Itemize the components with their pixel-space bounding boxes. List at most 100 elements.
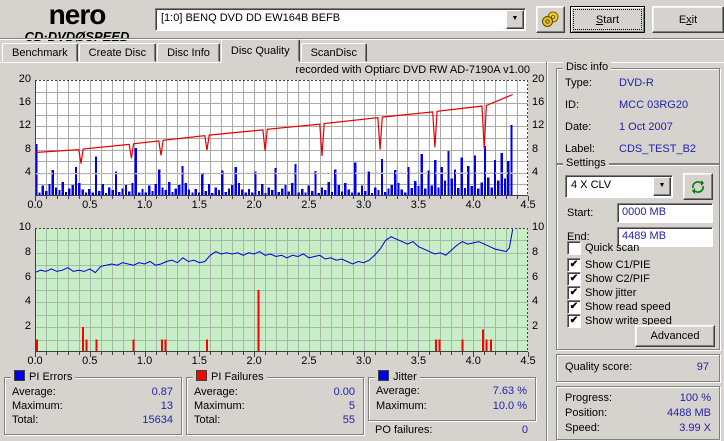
po-failures-label: PO failures: <box>375 424 433 436</box>
pi-errors-chart <box>34 80 529 201</box>
tab-disc-quality[interactable]: Disc Quality <box>220 39 300 62</box>
progress-label: Progress: <box>565 392 613 404</box>
disc-type-value: DVD-R <box>619 77 654 89</box>
eject-disc-button[interactable] <box>536 6 565 33</box>
discs-icon <box>542 11 559 27</box>
pie-total-value: 15634 <box>142 414 173 426</box>
checkbox-quick-scan[interactable] <box>567 241 581 255</box>
tab-disc-info[interactable]: Disc Info <box>157 43 220 62</box>
disc-label-label: Label: <box>565 143 595 155</box>
axis-tick-label: 2 <box>532 320 539 333</box>
refresh-icon <box>692 179 704 194</box>
position-label: Position: <box>565 407 608 419</box>
disc-date-label: Date: <box>565 121 592 133</box>
axis-tick-label: 16 <box>18 96 31 109</box>
axis-tick-label: 4.5 <box>520 199 536 211</box>
axis-tick-label: 10 <box>18 221 31 233</box>
advanced-button[interactable]: Advanced <box>635 325 715 347</box>
axis-tick-label: 8 <box>24 245 31 258</box>
logo-text-nero: nero <box>48 0 107 30</box>
pif-avg-label: Average: <box>194 386 238 398</box>
axis-tick-label: 1.5 <box>191 355 207 367</box>
axis-tick-label: 12 <box>18 119 31 132</box>
pif-avg-value: 0.00 <box>333 386 355 398</box>
tab-scandisc[interactable]: ScanDisc <box>300 43 368 62</box>
speed-value: 3.99 X <box>679 422 711 434</box>
checkbox-label: Show C2/PIF <box>585 273 650 285</box>
axis-tick-label: 2.5 <box>301 199 317 211</box>
chevron-down-icon[interactable]: ▼ <box>506 10 524 29</box>
chevron-down-icon[interactable]: ▼ <box>653 177 671 196</box>
tab-benchmark[interactable]: Benchmark <box>2 43 78 62</box>
pie-total-label: Total: <box>12 414 39 426</box>
settings-box: Settings 4 X CLV ▼ Start: 0000 MB End: 4… <box>556 157 720 350</box>
axis-tick-label: 1.5 <box>191 199 207 211</box>
axis-tick-label: 12 <box>532 119 545 132</box>
axis-tick-label: 0.5 <box>82 199 98 211</box>
pi-failures-title: PI Failures <box>211 371 264 383</box>
axis-tick-label: 8 <box>24 142 31 155</box>
axis-tick-label: 0.0 <box>27 199 43 211</box>
axis-tick-label: 8 <box>532 142 539 155</box>
checkbox-label: Show jitter <box>585 287 637 299</box>
start-mb-field[interactable]: 0000 MB <box>617 203 713 223</box>
checkbox-label: Show C1/PIE <box>585 259 651 271</box>
axis-tick-label: 16 <box>532 96 545 109</box>
axis-tick-label: 8 <box>532 245 539 258</box>
nero-logo: nero CD·DVDØSPEED <box>6 0 148 44</box>
jitter-max-value: 10.0 % <box>492 400 527 412</box>
axis-tick-label: 20 <box>18 73 31 85</box>
quality-score-box: Quality score: 97 <box>556 354 720 382</box>
axis-tick-label: 6 <box>24 270 31 283</box>
end-mb-field[interactable]: 4489 MB <box>617 227 713 247</box>
axis-tick-label: 10 <box>532 221 545 233</box>
jitter-avg-value: 7.63 % <box>492 385 527 397</box>
disc-info-box: Disc info Type: DVD-R ID: MCC 03RG20 Dat… <box>556 61 720 164</box>
axis-tick-label: 4 <box>24 295 31 308</box>
drive-select-value: [1:0] BENQ DVD DD EW164B BEFB <box>161 12 341 24</box>
axis-tick-label: 4 <box>532 165 539 178</box>
axis-tick-label: 3.5 <box>410 355 427 367</box>
tab-create-disc[interactable]: Create Disc <box>78 43 157 62</box>
axis-tick-label: 3.0 <box>356 355 372 367</box>
axis-tick-label: 2.0 <box>246 199 262 211</box>
disc-id-value: MCC 03RG20 <box>619 99 689 111</box>
jitter-chart <box>34 228 529 357</box>
end-mb-label: End: <box>567 231 590 243</box>
advanced-button-label: Advanced <box>650 330 700 342</box>
start-button[interactable]: Start <box>570 6 645 33</box>
axis-tick-label: 4.5 <box>520 355 536 367</box>
pif-total-value: 55 <box>342 414 355 426</box>
logo-text-cddvdspeed: CD·DVDØSPEED <box>24 29 130 44</box>
axis-tick-label: 20 <box>532 73 545 85</box>
jitter-stats-box: Jitter Average: 7.63 % Maximum: 10.0 % <box>368 370 536 421</box>
exit-button[interactable]: Exit <box>652 6 724 33</box>
checkbox-show-jitter[interactable]: ✔ <box>567 286 581 300</box>
axis-tick-label: 2.0 <box>246 355 262 367</box>
pi-errors-title: PI Errors <box>29 371 73 383</box>
quality-score-value: 97 <box>696 361 709 373</box>
pif-total-label: Total: <box>194 414 221 426</box>
refresh-button[interactable] <box>683 173 713 200</box>
checkbox-label: Show read speed <box>585 301 671 313</box>
axis-tick-label: 3.0 <box>356 199 372 211</box>
pif-max-label: Maximum: <box>194 400 245 412</box>
axis-tick-label: 4.0 <box>465 355 481 367</box>
scan-speed-select[interactable]: 4 X CLV ▼ <box>565 175 673 198</box>
jitter-max-label: Maximum: <box>376 400 427 412</box>
checkbox-show-read-speed[interactable]: ✔ <box>567 300 581 314</box>
settings-title: Settings <box>563 157 609 169</box>
pi-failures-legend-swatch <box>196 370 207 381</box>
po-failures-row: PO failures: 0 <box>375 424 528 436</box>
checkbox-show-c1-pie[interactable]: ✔ <box>567 258 581 272</box>
drive-select[interactable]: [1:0] BENQ DVD DD EW164B BEFB ▼ <box>155 8 526 31</box>
progress-box: Progress: 100 % Position: 4488 MB Speed:… <box>556 386 720 440</box>
pie-avg-label: Average: <box>12 386 56 398</box>
chart-title: recorded with Optiarc DVD RW AD-7190A v1… <box>295 64 530 76</box>
pi-errors-stats-box: PI Errors Average: 0.87 Maximum: 13 Total:… <box>4 370 182 435</box>
checkbox-show-c2-pif[interactable]: ✔ <box>567 272 581 286</box>
tab-bar: Benchmark Create Disc Disc Info Disc Qua… <box>2 39 368 62</box>
pif-max-value: 5 <box>348 400 355 412</box>
checkbox-show-write-speed[interactable]: ✔ <box>567 314 581 328</box>
